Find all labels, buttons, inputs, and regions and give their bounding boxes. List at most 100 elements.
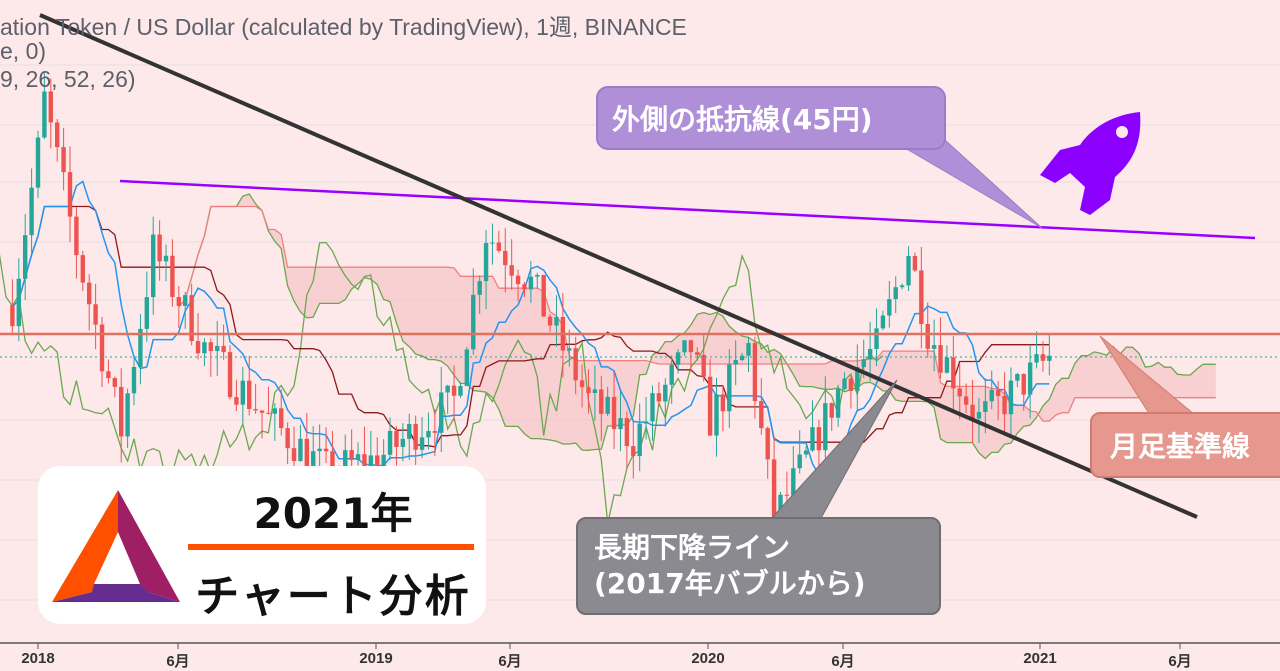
rocket-icon [1040, 112, 1141, 215]
time-tick-label: 6月 [498, 653, 522, 670]
candle-body [848, 378, 854, 391]
candle-body [669, 364, 674, 385]
candle-body [323, 448, 329, 452]
candle-body [458, 385, 463, 396]
candle-body [375, 455, 380, 473]
candle-body [176, 297, 182, 306]
candle-body [29, 187, 34, 236]
downtrend-label-1: 長期下降ライン [594, 531, 791, 564]
time-tick-label: 2021 [1023, 650, 1057, 667]
time-tick-label: 2019 [359, 650, 393, 667]
candle-body [592, 389, 598, 394]
candle-body [829, 403, 834, 418]
candle-body [471, 294, 476, 350]
candle-body [157, 234, 162, 262]
candle-body [1027, 362, 1033, 395]
candle-body [1002, 395, 1007, 415]
candle-body [253, 409, 258, 411]
candle-body [983, 401, 988, 412]
candle-body [605, 396, 610, 414]
resistance-callout-tail [903, 139, 1043, 229]
logo-title: 2021年 [253, 489, 413, 538]
candle-body [650, 393, 655, 422]
candle-body [701, 354, 706, 377]
candle-body [579, 380, 585, 388]
candle-body [55, 122, 60, 148]
downtrend-line[interactable] [39, 13, 1198, 519]
candle-body [272, 408, 278, 414]
candle-body [522, 284, 527, 290]
candle-body [483, 242, 489, 282]
indicator-lines [0, 180, 1216, 524]
candle-body [343, 450, 348, 473]
candle-body [42, 91, 47, 138]
candles [10, 71, 1052, 550]
candle-body [611, 396, 617, 430]
candle-body [599, 389, 604, 414]
candle-body [208, 342, 214, 352]
candle-body [765, 428, 770, 460]
candle-body [432, 431, 438, 433]
candle-body [912, 256, 918, 271]
candle-body [931, 345, 937, 349]
candle-body [733, 360, 738, 365]
candle-body [413, 423, 418, 450]
candle-body [227, 352, 233, 398]
candle-body [138, 328, 143, 368]
candle-body [624, 418, 630, 447]
candle-body [739, 355, 745, 361]
candle-body [618, 418, 623, 430]
candle-body [842, 378, 847, 389]
resistance-callout[interactable]: 外側の抵抗線(45円) [596, 86, 946, 150]
candle-body [874, 328, 879, 350]
candle-body [573, 348, 578, 381]
candle-body [87, 282, 92, 305]
candle-body [1021, 373, 1026, 395]
candle-body [887, 299, 892, 316]
candle-body [125, 393, 130, 437]
candle-body [10, 305, 15, 327]
candle-body [1015, 373, 1020, 381]
candle-body [515, 275, 521, 285]
candle-body [362, 454, 367, 471]
candle-body [144, 297, 150, 329]
time-tick-label: 2020 [691, 650, 725, 667]
candle-body [784, 494, 790, 496]
symbol-legend: ation Token / US Dollar (calculated by T… [0, 14, 687, 40]
candle-body [880, 315, 886, 329]
candle-body [240, 380, 246, 405]
candle-body [279, 408, 284, 429]
candle-body [355, 454, 361, 460]
time-tick-label: 2018 [21, 650, 55, 667]
downtrend-label-2: (2017年バブルから) [594, 567, 866, 600]
candle-body [202, 342, 207, 354]
candle-body [74, 216, 79, 256]
candle-body [48, 91, 54, 123]
candle-body [407, 423, 412, 439]
candle-body [957, 388, 962, 397]
candle-body [35, 137, 41, 188]
candle-body [67, 172, 73, 217]
candle-body [810, 427, 815, 451]
resistance-line[interactable] [119, 179, 1256, 240]
candle-body [688, 340, 694, 353]
candle-body [349, 450, 354, 460]
candle-body [394, 430, 399, 447]
candle-body [317, 448, 322, 452]
candle-body [106, 371, 111, 379]
candle-body [311, 451, 316, 470]
candle-body [247, 380, 252, 410]
candle-body [439, 392, 444, 433]
candle-body [119, 386, 124, 437]
monthly-base-callout[interactable]: 月足基準線 [1090, 412, 1280, 478]
candle-body [855, 367, 860, 391]
candle-body [656, 393, 662, 402]
candle-body [61, 147, 66, 173]
downtrend-callout[interactable]: 長期下降ライン (2017年バブルから) [576, 517, 941, 615]
logo-card: 2021年 チャート分析 [38, 466, 486, 624]
candle-body [682, 340, 687, 353]
candle-body [400, 438, 406, 447]
candle-body [1047, 355, 1052, 361]
candle-body [861, 359, 866, 368]
